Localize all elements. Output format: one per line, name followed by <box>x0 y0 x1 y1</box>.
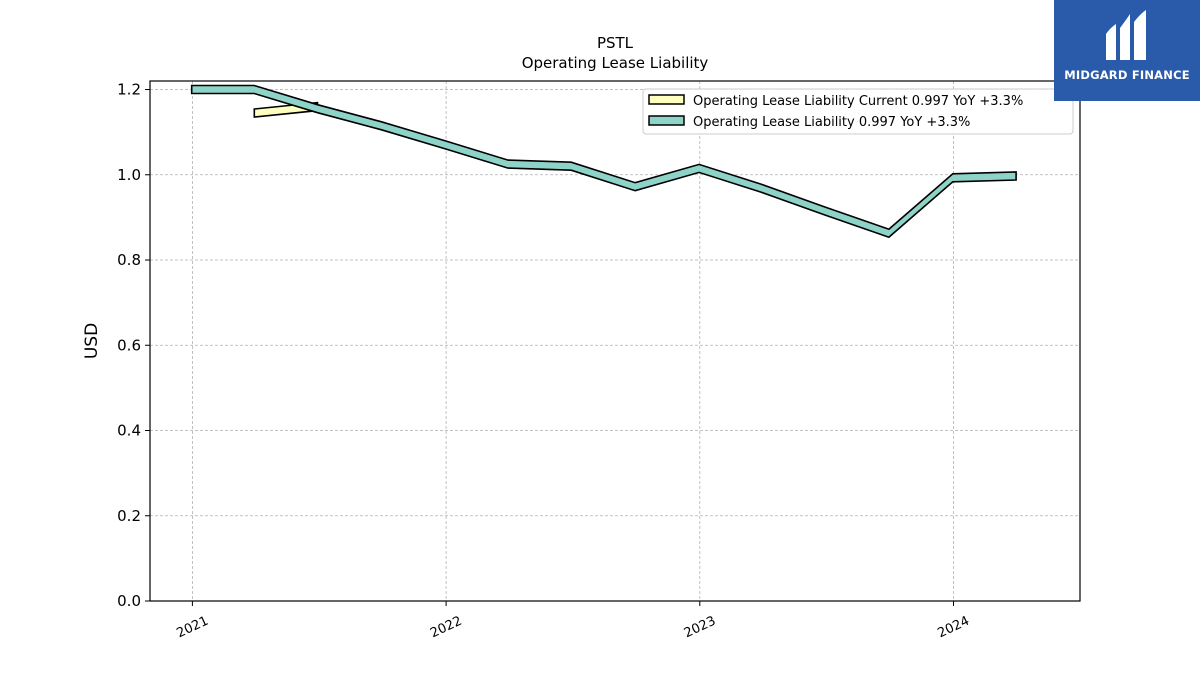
x-tick-label: 2023 <box>682 614 718 642</box>
legend-label-1: Operating Lease Liability Current 0.997 … <box>693 94 1023 109</box>
legend-label-2: Operating Lease Liability 0.997 YoY +3.3… <box>693 115 970 130</box>
y-axis-label: USD <box>82 323 102 359</box>
brand-logo: MIDGARD FINANCE <box>1054 0 1200 101</box>
legend-swatch-2 <box>648 115 685 126</box>
series-layer <box>190 84 1017 239</box>
legend-box <box>642 88 1074 135</box>
y-tick-label: 0.8 <box>117 251 141 269</box>
plot-frame <box>149 80 1081 602</box>
x-tick-label: 2022 <box>428 614 464 642</box>
legend: Operating Lease Liability Current 0.997 … <box>642 88 1074 135</box>
x-axis: 2021 2022 2023 2024 <box>174 601 972 642</box>
y-tick-label: 1.0 <box>117 166 141 184</box>
x-tick-label: 2021 <box>174 614 210 642</box>
chart-subtitle: Operating Lease Liability <box>522 54 709 72</box>
legend-swatch-1 <box>648 94 685 105</box>
y-axis: 0.0 0.2 0.4 0.6 0.8 1.0 1.2 <box>117 81 150 610</box>
y-tick-label: 1.2 <box>117 81 141 99</box>
y-tick-label: 0.2 <box>117 507 141 525</box>
y-tick-label: 0.4 <box>117 422 141 440</box>
series-line-2 <box>190 84 1017 239</box>
chart-title: PSTL <box>597 34 634 52</box>
y-tick-label: 0.6 <box>117 336 141 354</box>
x-tick-label: 2024 <box>936 614 972 642</box>
grid <box>150 81 1080 602</box>
brand-logo-icon <box>1106 10 1146 60</box>
brand-name: MIDGARD FINANCE <box>1064 68 1190 82</box>
y-tick-label: 0.0 <box>117 592 141 610</box>
